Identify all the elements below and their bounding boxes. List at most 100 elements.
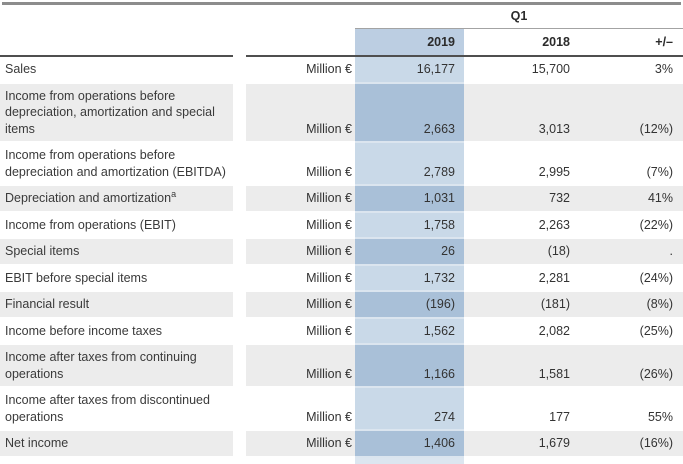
column-header-2018: 2018	[464, 29, 577, 57]
row-label: Special items	[0, 239, 233, 266]
table-row-ebit: Income from operations (EBIT) Million € …	[0, 212, 683, 239]
table-row-financial-result: Financial result Million € (196) (181) (…	[0, 292, 683, 319]
value-2018-cell: 2,263	[464, 213, 577, 239]
change-cell: (16%)	[577, 431, 683, 458]
column-gap	[233, 143, 246, 186]
value-2019-cell: 1,758	[355, 212, 464, 239]
table-row-ebit-before-special: EBIT before special items Million € 1,73…	[0, 265, 683, 292]
change-cell: 41%	[577, 186, 683, 213]
empty-cell	[577, 458, 683, 464]
row-label: Income from operations before depreciati…	[0, 143, 233, 186]
quarter-header-row: Q1	[0, 5, 683, 29]
unit-cell: Million €	[246, 345, 355, 388]
unit-cell: Million €	[246, 213, 355, 239]
change-cell: (8%)	[577, 292, 683, 319]
column-gap	[233, 292, 246, 319]
change-cell: (26%)	[577, 345, 683, 388]
value-2018-cell: 1,679	[464, 431, 577, 458]
value-2018-cell: 3,013	[464, 83, 577, 143]
empty-cell	[233, 458, 246, 464]
unit-cell: Million €	[246, 388, 355, 431]
change-cell: 3%	[577, 57, 683, 84]
value-2019-cell: 1,406	[355, 431, 464, 458]
quarterly-results-table: Q1 2019 2018 +/– Sales Million € 16,177 …	[0, 5, 683, 464]
column-gap	[233, 29, 246, 57]
column-gap	[233, 265, 246, 292]
empty-cell	[246, 458, 355, 464]
row-label: Income from operations before depreciati…	[0, 83, 233, 143]
change-cell: (25%)	[577, 319, 683, 345]
row-label: Income from operations (EBIT)	[0, 213, 233, 239]
value-2019-cell: 2,663	[355, 83, 464, 143]
unit-cell: Million €	[246, 186, 355, 213]
column-gap	[233, 239, 246, 266]
value-2019-cell: 274	[355, 388, 464, 431]
top-divider-bar	[2, 2, 681, 5]
row-label: EBIT before special items	[0, 266, 233, 292]
row-label: Depreciation and amortizationa	[0, 186, 233, 213]
year-header-row: 2019 2018 +/–	[0, 29, 683, 57]
column-gap	[233, 431, 246, 458]
value-2018-cell: 1,581	[464, 345, 577, 388]
value-2019-cell: 1,732	[355, 265, 464, 292]
row-label: Net income	[0, 431, 233, 458]
table-row-income-before-taxes: Income before income taxes Million € 1,5…	[0, 318, 683, 345]
unit-cell: Million €	[246, 292, 355, 319]
empty-cell	[246, 5, 355, 29]
table-row-continuing-operations: Income after taxes from continuing opera…	[0, 345, 683, 388]
column-gap	[233, 388, 246, 431]
empty-cell	[233, 5, 246, 29]
value-2019-cell: 26	[355, 239, 464, 266]
table-row-special-items: Special items Million € 26 (18) .	[0, 239, 683, 266]
value-2018-cell: 732	[464, 186, 577, 213]
value-2018-cell: (18)	[464, 239, 577, 266]
highlight-column-tail	[355, 457, 464, 464]
value-2019-cell: 16,177	[355, 57, 464, 84]
row-label: Financial result	[0, 292, 233, 319]
change-cell: (12%)	[577, 83, 683, 143]
column-gap	[233, 345, 246, 388]
table-row-depreciation-amortization: Depreciation and amortizationa Million €…	[0, 186, 683, 213]
value-2018-cell: 2,281	[464, 266, 577, 292]
change-cell: .	[577, 239, 683, 266]
quarter-label: Q1	[355, 5, 683, 29]
unit-cell: Million €	[246, 57, 355, 84]
empty-cell	[0, 458, 233, 464]
column-gap	[233, 212, 246, 239]
row-label: Sales	[0, 57, 233, 84]
table-row-net-income: Net income Million € 1,406 1,679 (16%)	[0, 431, 683, 458]
unit-cell: Million €	[246, 83, 355, 143]
table-row-ebitda: Income from operations before depreciati…	[0, 143, 683, 186]
value-2018-cell: 2,995	[464, 143, 577, 186]
row-label: Income before income taxes	[0, 319, 233, 345]
value-2019-cell: 1,562	[355, 318, 464, 345]
change-cell: (22%)	[577, 213, 683, 239]
value-2018-cell: 15,700	[464, 57, 577, 84]
table-row-sales: Sales Million € 16,177 15,700 3%	[0, 57, 683, 84]
value-2019-cell: (196)	[355, 292, 464, 319]
column-header-2019: 2019	[355, 29, 464, 57]
change-cell: 55%	[577, 388, 683, 431]
empty-cell	[464, 458, 577, 464]
column-gap	[233, 57, 246, 84]
value-2018-cell: (181)	[464, 292, 577, 319]
column-gap	[233, 318, 246, 345]
empty-cell	[246, 29, 355, 57]
value-2018-cell: 177	[464, 388, 577, 431]
highlight-column-tail-row	[0, 457, 683, 464]
empty-cell	[0, 29, 233, 57]
change-cell: (7%)	[577, 143, 683, 186]
column-gap	[233, 186, 246, 213]
value-2019-cell: 2,789	[355, 143, 464, 186]
unit-cell: Million €	[246, 143, 355, 186]
unit-cell: Million €	[246, 239, 355, 266]
table-row-income-before-da-special: Income from operations before depreciati…	[0, 83, 683, 143]
column-header-change: +/–	[577, 29, 683, 57]
empty-cell	[0, 5, 233, 29]
row-label: Income after taxes from continuing opera…	[0, 345, 233, 388]
unit-cell: Million €	[246, 431, 355, 458]
change-cell: (24%)	[577, 266, 683, 292]
row-label: Income after taxes from discontinued ope…	[0, 388, 233, 431]
value-2019-cell: 1,166	[355, 345, 464, 388]
unit-cell: Million €	[246, 319, 355, 345]
